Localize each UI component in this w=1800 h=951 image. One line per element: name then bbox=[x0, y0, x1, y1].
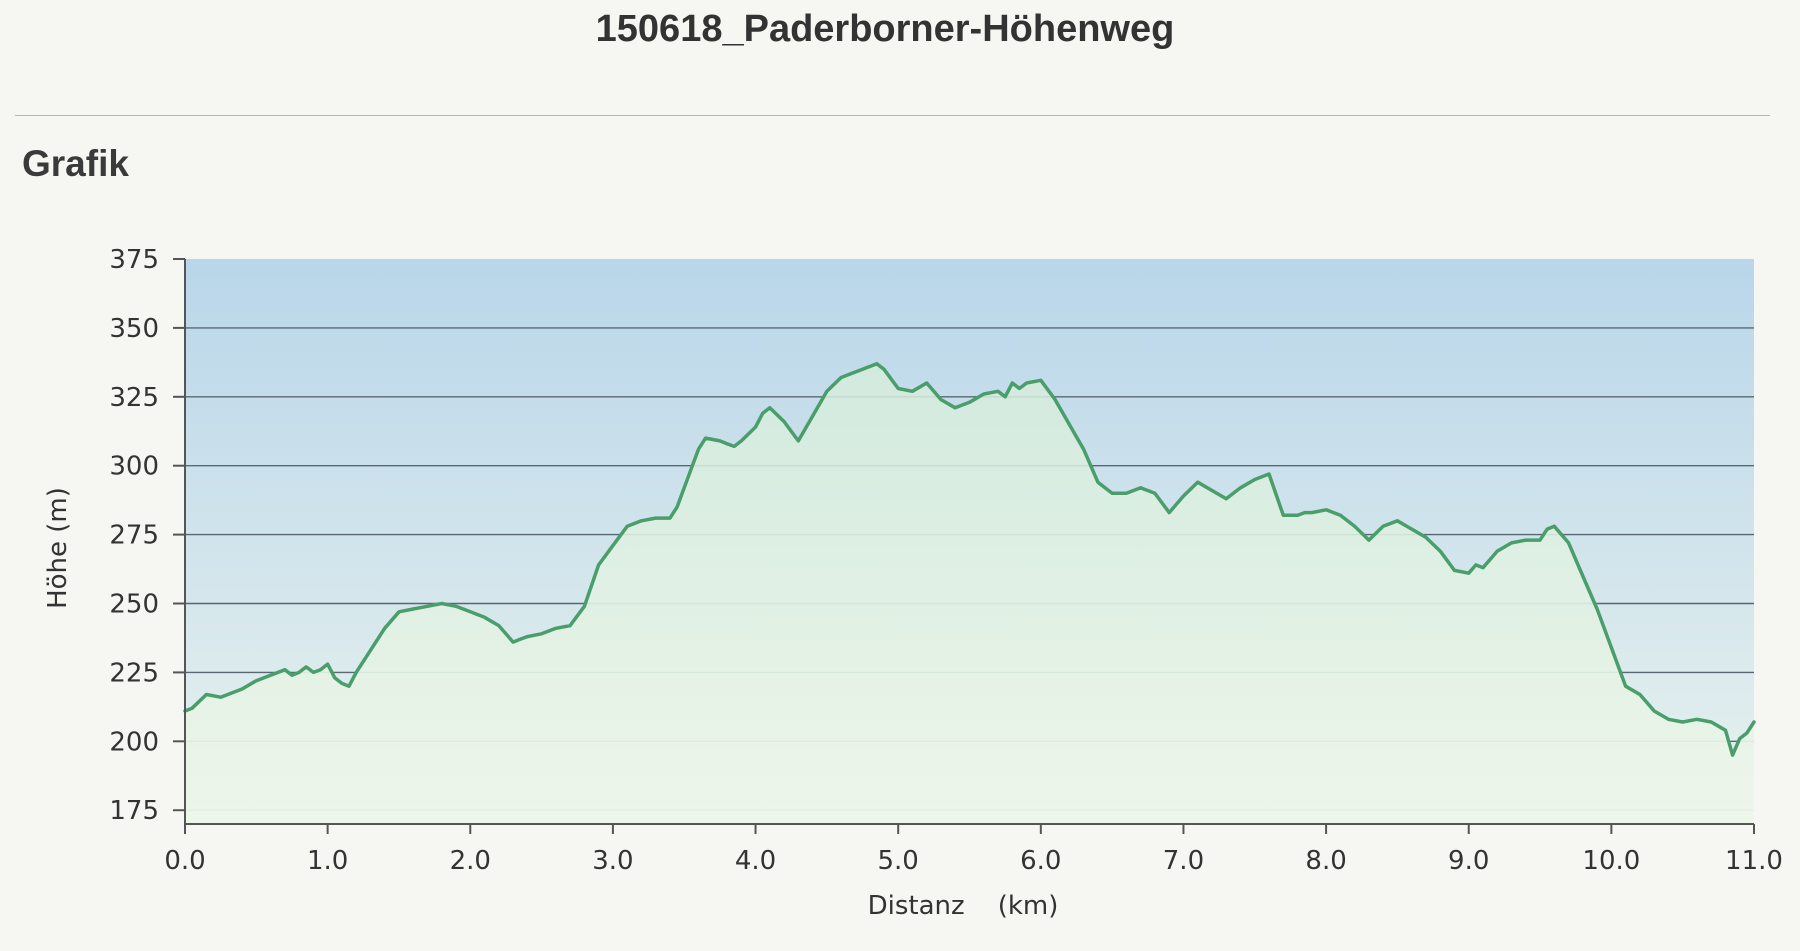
x-tick-label: 4.0 bbox=[735, 846, 776, 876]
y-tick-label: 300 bbox=[109, 452, 159, 482]
x-tick-label: 1.0 bbox=[307, 846, 348, 876]
elevation-line bbox=[183, 361, 1756, 757]
header-divider bbox=[15, 115, 1770, 116]
section-title: Grafik bbox=[22, 143, 129, 184]
axes bbox=[173, 258, 1755, 834]
x-axis-label: Distanz (km) bbox=[868, 891, 1059, 921]
y-tick-label: 250 bbox=[109, 590, 159, 620]
page-title: 150618_Paderborner-Höhenweg bbox=[595, 8, 1175, 50]
x-tick-label: 2.0 bbox=[450, 846, 491, 876]
y-tick-label: 175 bbox=[109, 796, 159, 826]
x-tick-label: 9.0 bbox=[1448, 846, 1489, 876]
elevation-area bbox=[185, 363, 1754, 824]
x-tick-labels: 0.0 1.0 2.0 3.0 4.0 5.0 6.0 7.0 8.0 9.0 10.0 11.0 bbox=[164, 846, 1783, 876]
x-tick-label: 8.0 bbox=[1305, 846, 1346, 876]
y-tick-label: 350 bbox=[109, 314, 159, 344]
y-tick-label: 325 bbox=[109, 383, 159, 413]
y-tick-label: 375 bbox=[109, 245, 159, 275]
y-tick-labels: 375 350 325 300 275 250 225 200 175 bbox=[109, 245, 159, 826]
x-tick-label: 3.0 bbox=[592, 846, 633, 876]
x-tick-label: 11.0 bbox=[1725, 846, 1783, 876]
y-tick-label: 225 bbox=[109, 658, 159, 688]
x-tick-label: 10.0 bbox=[1582, 846, 1640, 876]
y-axis-label: Höhe (m) bbox=[43, 487, 73, 609]
x-tick-label: 7.0 bbox=[1163, 846, 1204, 876]
y-tick-label: 275 bbox=[109, 521, 159, 551]
x-tick-label: 0.0 bbox=[164, 846, 205, 876]
y-tick-label: 200 bbox=[109, 727, 159, 757]
x-tick-label: 6.0 bbox=[1020, 846, 1061, 876]
x-tick-label: 5.0 bbox=[878, 846, 919, 876]
